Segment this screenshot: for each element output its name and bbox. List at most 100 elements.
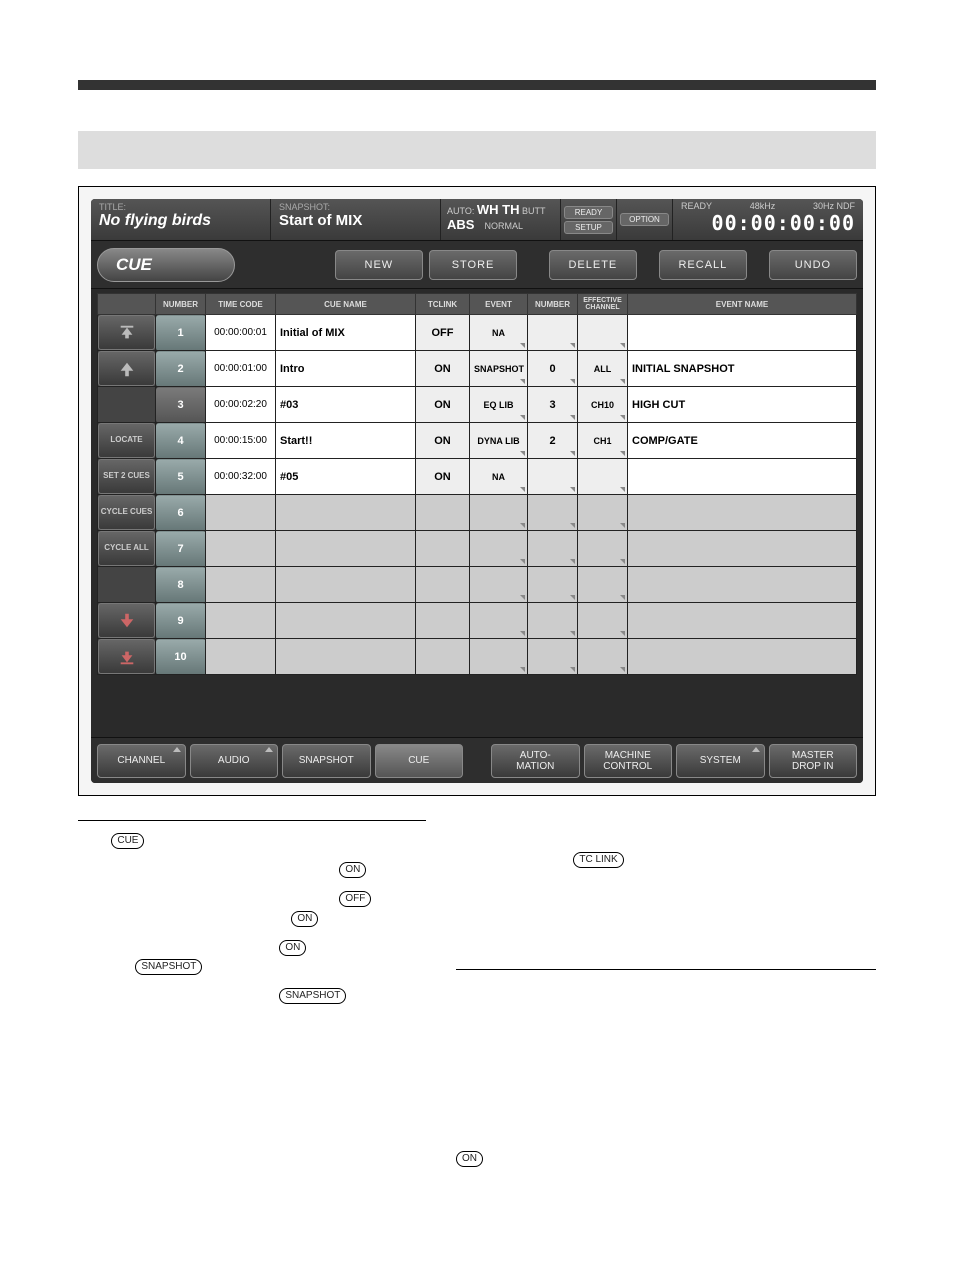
timecode-cell[interactable]: 00:00:01:00 xyxy=(206,351,276,387)
nav-button[interactable] xyxy=(98,639,155,674)
eventname-cell[interactable] xyxy=(628,459,857,495)
new-button[interactable]: NEW xyxy=(335,250,423,280)
tclink-cell[interactable] xyxy=(416,603,470,639)
tab-audio[interactable]: AUDIO xyxy=(190,744,279,778)
nav-button[interactable]: SET 2 CUES xyxy=(98,459,155,494)
eventname-cell[interactable] xyxy=(628,315,857,351)
snapshot-block[interactable]: SNAPSHOT: Start of MIX xyxy=(271,199,441,240)
timecode-cell[interactable]: 00:00:15:00 xyxy=(206,423,276,459)
effch-cell[interactable] xyxy=(578,495,628,531)
tclink-cell[interactable] xyxy=(416,495,470,531)
event-cell[interactable]: EQ LIB xyxy=(470,387,528,423)
number-cell[interactable]: 7 xyxy=(156,531,206,567)
timecode-cell[interactable] xyxy=(206,495,276,531)
tclink-cell[interactable] xyxy=(416,531,470,567)
nav-cell[interactable]: SET 2 CUES xyxy=(98,459,156,495)
tab-master[interactable]: MASTER DROP IN xyxy=(769,744,858,778)
number-cell[interactable]: 4 xyxy=(156,423,206,459)
event-cell[interactable]: SNAPSHOT xyxy=(470,351,528,387)
number-cell[interactable]: 3 xyxy=(156,387,206,423)
recall-button[interactable]: RECALL xyxy=(659,250,747,280)
effch-cell[interactable] xyxy=(578,603,628,639)
number2-cell[interactable] xyxy=(528,459,578,495)
effch-cell[interactable]: ALL xyxy=(578,351,628,387)
ready-pill[interactable]: READY xyxy=(564,206,613,219)
timecode-cell[interactable] xyxy=(206,639,276,675)
number2-cell[interactable]: 0 xyxy=(528,351,578,387)
nav-cell[interactable] xyxy=(98,639,156,675)
tclink-cell[interactable] xyxy=(416,567,470,603)
event-cell[interactable]: NA xyxy=(470,459,528,495)
tclink-cell[interactable]: ON xyxy=(416,351,470,387)
effch-cell[interactable] xyxy=(578,315,628,351)
number2-cell[interactable]: 2 xyxy=(528,423,578,459)
nav-cell[interactable] xyxy=(98,315,156,351)
number2-cell[interactable]: 3 xyxy=(528,387,578,423)
title-block[interactable]: TITLE: No flying birds xyxy=(91,199,271,240)
number2-cell[interactable] xyxy=(528,567,578,603)
eventname-cell[interactable] xyxy=(628,495,857,531)
tab-machine[interactable]: MACHINE CONTROL xyxy=(584,744,673,778)
cuename-cell[interactable]: #03 xyxy=(276,387,416,423)
nav-button[interactable] xyxy=(98,351,155,386)
nav-cell[interactable]: CYCLE CUES xyxy=(98,495,156,531)
tclink-cell[interactable]: OFF xyxy=(416,315,470,351)
tab-system[interactable]: SYSTEM xyxy=(676,744,765,778)
event-cell[interactable] xyxy=(470,531,528,567)
nav-button[interactable]: CYCLE CUES xyxy=(98,495,155,530)
tab-cue[interactable]: CUE xyxy=(375,744,464,778)
cuename-cell[interactable]: Intro xyxy=(276,351,416,387)
eventname-cell[interactable]: INITIAL SNAPSHOT xyxy=(628,351,857,387)
nav-cell[interactable]: LOCATE xyxy=(98,423,156,459)
effch-cell[interactable] xyxy=(578,567,628,603)
event-cell[interactable]: NA xyxy=(470,315,528,351)
nav-button[interactable]: LOCATE xyxy=(98,423,155,458)
number2-cell[interactable] xyxy=(528,495,578,531)
timecode-cell[interactable]: 00:00:32:00 xyxy=(206,459,276,495)
number-cell[interactable]: 5 xyxy=(156,459,206,495)
number2-cell[interactable] xyxy=(528,531,578,567)
delete-button[interactable]: DELETE xyxy=(549,250,637,280)
timecode-cell[interactable] xyxy=(206,603,276,639)
event-cell[interactable] xyxy=(470,567,528,603)
timecode-cell[interactable]: 00:00:02:20 xyxy=(206,387,276,423)
eventname-cell[interactable]: HIGH CUT xyxy=(628,387,857,423)
store-button[interactable]: STORE xyxy=(429,250,517,280)
number-cell[interactable]: 8 xyxy=(156,567,206,603)
event-cell[interactable] xyxy=(470,639,528,675)
undo-button[interactable]: UNDO xyxy=(769,250,857,280)
event-cell[interactable] xyxy=(470,603,528,639)
cuename-cell[interactable] xyxy=(276,639,416,675)
number-cell[interactable]: 9 xyxy=(156,603,206,639)
tclink-cell[interactable]: ON xyxy=(416,423,470,459)
tclink-cell[interactable] xyxy=(416,639,470,675)
number-cell[interactable]: 6 xyxy=(156,495,206,531)
eventname-cell[interactable]: COMP/GATE xyxy=(628,423,857,459)
event-cell[interactable] xyxy=(470,495,528,531)
tclink-cell[interactable]: ON xyxy=(416,459,470,495)
cuename-cell[interactable]: Start!! xyxy=(276,423,416,459)
effch-cell[interactable] xyxy=(578,531,628,567)
cuename-cell[interactable] xyxy=(276,603,416,639)
cuename-cell[interactable] xyxy=(276,567,416,603)
cuename-cell[interactable] xyxy=(276,495,416,531)
number2-cell[interactable] xyxy=(528,315,578,351)
eventname-cell[interactable] xyxy=(628,603,857,639)
effch-cell[interactable]: CH10 xyxy=(578,387,628,423)
nav-cell[interactable] xyxy=(98,351,156,387)
event-cell[interactable]: DYNA LIB xyxy=(470,423,528,459)
timecode-cell[interactable] xyxy=(206,531,276,567)
number2-cell[interactable] xyxy=(528,639,578,675)
eventname-cell[interactable] xyxy=(628,639,857,675)
option-pill[interactable]: OPTION xyxy=(620,213,669,226)
tab-channel[interactable]: CHANNEL xyxy=(97,744,186,778)
nav-cell[interactable] xyxy=(98,603,156,639)
effch-cell[interactable]: CH1 xyxy=(578,423,628,459)
eventname-cell[interactable] xyxy=(628,531,857,567)
effch-cell[interactable] xyxy=(578,459,628,495)
nav-cell[interactable]: CYCLE ALL xyxy=(98,531,156,567)
tab-automation[interactable]: AUTO- MATION xyxy=(491,744,580,778)
tclink-cell[interactable]: ON xyxy=(416,387,470,423)
eventname-cell[interactable] xyxy=(628,567,857,603)
tab-snapshot[interactable]: SNAPSHOT xyxy=(282,744,371,778)
